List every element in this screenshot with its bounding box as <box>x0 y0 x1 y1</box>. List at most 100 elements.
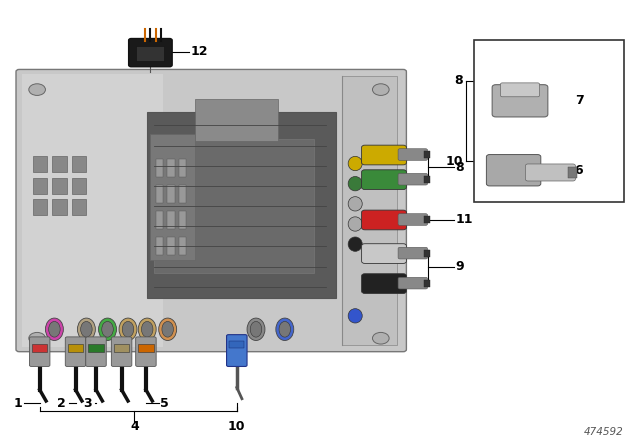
Bar <box>150 134 195 260</box>
Text: 3: 3 <box>83 396 92 410</box>
Ellipse shape <box>81 322 92 337</box>
Bar <box>474 40 624 202</box>
Bar <box>568 167 577 178</box>
Bar <box>229 341 244 348</box>
Bar <box>424 176 430 183</box>
Ellipse shape <box>141 322 153 337</box>
Bar <box>72 199 86 215</box>
FancyBboxPatch shape <box>398 277 428 289</box>
Bar <box>167 159 175 177</box>
Ellipse shape <box>49 322 60 337</box>
Circle shape <box>372 332 389 344</box>
Text: 12: 12 <box>191 45 208 58</box>
Bar <box>88 344 104 352</box>
Bar <box>167 185 175 203</box>
Ellipse shape <box>45 318 63 340</box>
Ellipse shape <box>348 237 362 251</box>
Bar <box>52 178 67 194</box>
Ellipse shape <box>276 318 294 340</box>
Ellipse shape <box>159 318 177 340</box>
FancyBboxPatch shape <box>136 337 156 366</box>
Text: 2: 2 <box>57 396 66 410</box>
Bar <box>33 199 47 215</box>
FancyBboxPatch shape <box>362 210 406 230</box>
Ellipse shape <box>348 197 362 211</box>
FancyBboxPatch shape <box>16 69 406 352</box>
Ellipse shape <box>162 322 173 337</box>
Ellipse shape <box>119 318 137 340</box>
Ellipse shape <box>348 217 362 231</box>
Text: 4: 4 <box>130 420 139 433</box>
FancyBboxPatch shape <box>29 337 50 366</box>
Bar <box>22 74 163 347</box>
Bar <box>156 185 163 203</box>
FancyBboxPatch shape <box>65 337 86 366</box>
Bar <box>167 211 175 229</box>
Text: 10: 10 <box>228 420 246 433</box>
Ellipse shape <box>122 322 134 337</box>
Circle shape <box>29 84 45 95</box>
Bar <box>68 344 83 352</box>
Ellipse shape <box>138 318 156 340</box>
Text: 5: 5 <box>160 396 169 410</box>
Bar <box>52 156 67 172</box>
Bar <box>154 139 314 273</box>
FancyBboxPatch shape <box>111 337 132 366</box>
Bar <box>179 159 186 177</box>
Bar <box>156 211 163 229</box>
Bar <box>72 178 86 194</box>
Ellipse shape <box>279 322 291 337</box>
Bar <box>342 76 397 345</box>
Ellipse shape <box>348 156 362 171</box>
Text: 8: 8 <box>456 160 464 174</box>
Ellipse shape <box>348 309 362 323</box>
Ellipse shape <box>102 322 113 337</box>
Bar <box>179 237 186 255</box>
Ellipse shape <box>99 318 116 340</box>
Ellipse shape <box>77 318 95 340</box>
Text: 1: 1 <box>13 396 22 410</box>
Bar <box>114 344 129 352</box>
Bar <box>147 112 336 298</box>
Bar <box>167 237 175 255</box>
Ellipse shape <box>247 318 265 340</box>
Bar <box>179 185 186 203</box>
FancyBboxPatch shape <box>362 244 406 263</box>
Bar <box>156 159 163 177</box>
FancyBboxPatch shape <box>486 155 541 186</box>
Circle shape <box>372 84 389 95</box>
Text: 11: 11 <box>456 213 473 226</box>
Text: 8: 8 <box>454 74 463 87</box>
FancyBboxPatch shape <box>525 164 575 181</box>
Ellipse shape <box>348 177 362 191</box>
FancyBboxPatch shape <box>492 85 548 117</box>
FancyBboxPatch shape <box>362 170 406 190</box>
Text: 7: 7 <box>575 94 584 108</box>
Ellipse shape <box>250 322 262 337</box>
Bar <box>424 250 430 257</box>
Bar <box>424 280 430 287</box>
FancyBboxPatch shape <box>500 83 540 97</box>
Text: 474592: 474592 <box>584 427 624 437</box>
Bar <box>138 344 154 352</box>
FancyBboxPatch shape <box>362 274 406 293</box>
Bar <box>179 211 186 229</box>
FancyBboxPatch shape <box>129 39 172 67</box>
FancyBboxPatch shape <box>227 335 247 366</box>
Bar <box>136 46 164 61</box>
Circle shape <box>29 332 45 344</box>
FancyBboxPatch shape <box>398 173 428 185</box>
FancyBboxPatch shape <box>86 337 106 366</box>
Bar <box>33 178 47 194</box>
Text: 10: 10 <box>445 155 463 168</box>
Bar <box>499 96 541 112</box>
Bar <box>424 216 430 223</box>
Bar <box>424 151 430 158</box>
Text: 9: 9 <box>456 260 464 273</box>
Bar <box>52 199 67 215</box>
FancyBboxPatch shape <box>398 247 428 259</box>
Bar <box>156 237 163 255</box>
FancyBboxPatch shape <box>398 214 428 225</box>
Bar <box>32 344 47 352</box>
Bar <box>33 156 47 172</box>
